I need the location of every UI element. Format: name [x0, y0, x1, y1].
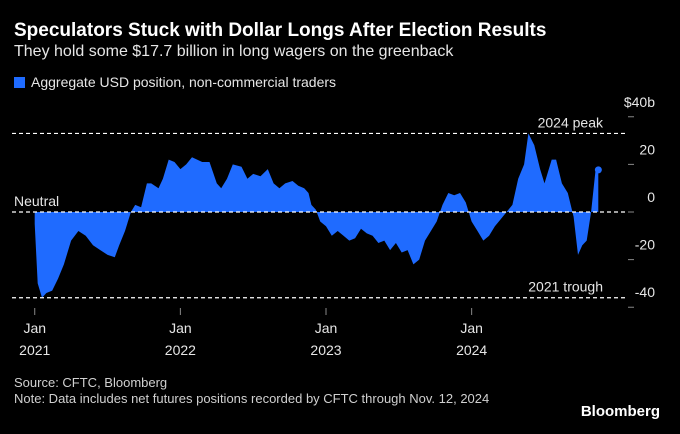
legend-label: Aggregate USD position, non-commercial t…: [31, 74, 337, 90]
end-point: [594, 166, 602, 174]
source: Source: CFTC, Bloomberg: [14, 375, 168, 390]
x-tick-label: Jan 2021: [19, 320, 51, 358]
y-tick-label: 20: [639, 141, 655, 157]
legend: Aggregate USD position, non-commercial t…: [14, 74, 336, 90]
chart-subtitle: They hold some $17.7 billion in long wag…: [14, 43, 454, 60]
x-tick-label: Jan 2024: [456, 320, 488, 358]
y-tick-label: $40b: [624, 94, 655, 110]
annotation: 2021 trough: [528, 279, 603, 295]
y-tick-label: 0: [647, 189, 655, 205]
area: [34, 133, 599, 298]
y-tick-label: -20: [635, 237, 655, 253]
legend-swatch: [14, 76, 25, 88]
annotation: 2024 peak: [538, 114, 604, 130]
y-tick-label: -40: [635, 284, 655, 300]
note: Note: Data includes net futures position…: [14, 391, 490, 406]
chart-title: Speculators Stuck with Dollar Longs Afte…: [14, 20, 547, 41]
brand: Bloomberg: [580, 403, 660, 420]
annotation: Neutral: [14, 193, 59, 209]
x-tick-label: Jan 2022: [164, 320, 196, 358]
x-tick-label: Jan 2023: [310, 320, 342, 358]
